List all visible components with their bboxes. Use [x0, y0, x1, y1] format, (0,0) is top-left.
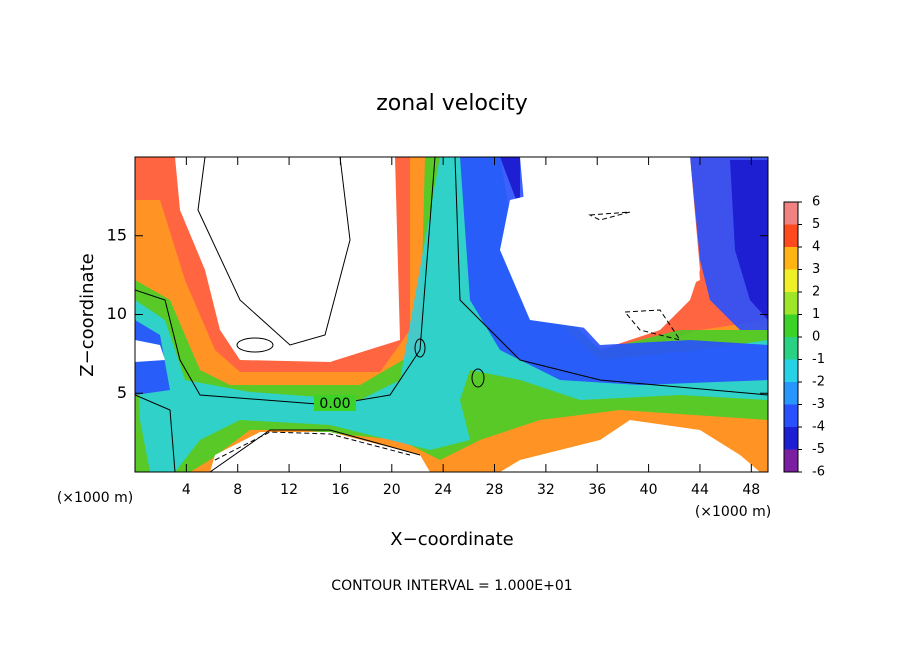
- y-tick-label: 15: [107, 225, 127, 244]
- colorbar-label: 0: [812, 330, 820, 345]
- colorbar-label: -2: [812, 375, 825, 390]
- axis-unit: (×1000 m): [695, 504, 771, 520]
- contour-interval: CONTOUR INTERVAL = 1.000E+01: [331, 578, 572, 594]
- colorbar-label: 6: [812, 195, 820, 210]
- colorbar-band: [784, 269, 798, 292]
- x-tick-label: 40: [640, 482, 658, 498]
- x-tick-label: 28: [486, 482, 504, 498]
- colorbar-band: [784, 247, 798, 270]
- colorbar-band: [784, 449, 798, 472]
- contour-field: [135, 157, 768, 472]
- x-tick-label: 32: [537, 482, 555, 498]
- colorbar-label: 1: [812, 307, 820, 322]
- y-axis-label: Z−coordinate: [77, 253, 98, 376]
- y-tick-label: 10: [107, 304, 127, 323]
- colorbar-band: [784, 292, 798, 315]
- colorbar-label: 4: [812, 240, 820, 255]
- colorbar-label: -4: [812, 420, 825, 435]
- colorbar-band: [784, 202, 798, 225]
- colorbar-band: [784, 359, 798, 382]
- x-tick-label: 48: [742, 482, 760, 498]
- colorbar-label: -6: [812, 465, 825, 480]
- contour-label: 0.00: [319, 396, 350, 412]
- x-tick-label: 4: [182, 482, 191, 498]
- x-tick-label: 44: [691, 482, 709, 498]
- contour-label-bg: [314, 395, 356, 411]
- x-axis-label: X−coordinate: [390, 529, 513, 550]
- y-tick-label: 5: [117, 383, 127, 402]
- colorbar-label: 2: [812, 285, 820, 300]
- x-tick-label: 12: [280, 482, 298, 498]
- colorbar-label: -5: [812, 442, 825, 457]
- colorbar-band: [784, 314, 798, 337]
- chart-title: zonal velocity: [376, 91, 528, 116]
- colorbar-label: -1: [812, 352, 825, 367]
- x-tick-label: 36: [588, 482, 606, 498]
- x-tick-label: 20: [383, 482, 401, 498]
- axis-unit: (×1000 m): [57, 490, 133, 506]
- colorbar-band: [784, 224, 798, 247]
- colorbar-band: [784, 337, 798, 360]
- colorbar-band: [784, 382, 798, 405]
- x-tick-label: 24: [434, 482, 452, 498]
- colorbar-label: 3: [812, 262, 820, 277]
- x-tick-label: 16: [332, 482, 350, 498]
- colorbar-label: 5: [812, 217, 820, 232]
- colorbar-band: [784, 427, 798, 450]
- colorbar-band: [784, 404, 798, 427]
- colorbar-label: -3: [812, 397, 825, 412]
- x-tick-label: 8: [233, 482, 242, 498]
